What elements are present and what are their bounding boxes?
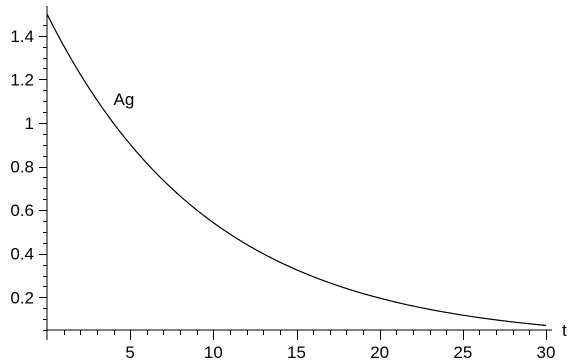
y-tick-label: 0.6: [10, 201, 34, 220]
y-tick-label: 0.2: [10, 288, 34, 307]
x-tick-label: 25: [453, 343, 472, 361]
plot-curve-layer: [46, 13, 547, 327]
series-line-ag: [46, 13, 547, 327]
y-tick-label: 1: [25, 114, 34, 133]
x-tick-label: 10: [204, 343, 223, 361]
x-ticks: 5 10 15 20 25 30: [64, 330, 556, 361]
y-ticks: 0.2 0.4 0.6 0.8 1 1.2 1.4: [10, 25, 47, 331]
x-tick-label: 20: [370, 343, 389, 361]
x-tick-label: 15: [287, 343, 306, 361]
series-label-ag: Ag: [114, 90, 135, 109]
y-tick-label: 0.4: [10, 245, 34, 264]
x-axis-label: t: [562, 321, 567, 340]
y-tick-label: 0.8: [10, 158, 34, 177]
y-tick-label: 1.2: [10, 70, 34, 89]
y-tick-label: 1.4: [10, 27, 34, 46]
x-tick-label: 30: [537, 343, 556, 361]
x-tick-label: 5: [125, 343, 134, 361]
